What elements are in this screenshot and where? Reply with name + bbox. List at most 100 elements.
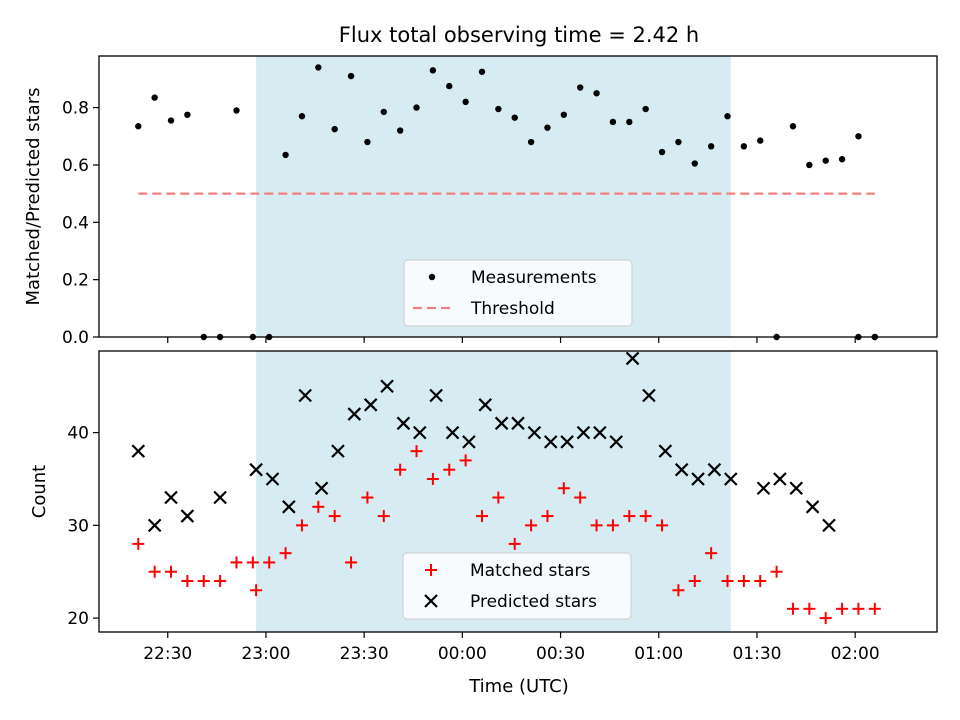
predicted-star-point [625,351,640,366]
predicted-star-mark-b [560,435,574,449]
legend-label: Threshold [470,299,555,319]
matched-star-point [754,574,767,587]
predicted-star-point [560,435,574,449]
legend-label: Predicted stars [470,592,597,612]
measurement-point [609,118,617,126]
predicted-star-point [180,509,195,523]
measurement-point [184,111,191,118]
measurement-point [642,105,649,113]
predicted-star-point [674,462,689,477]
matched-star-point [786,602,799,615]
matched-star-point [803,602,816,615]
matched-star-point [721,574,734,587]
measurement-point [298,113,306,120]
measurement-point [576,84,584,91]
predicted-star-point [265,472,280,486]
matched-star-point [672,584,685,597]
predicted-star-mark-b [511,416,525,431]
legend-label: Matched stars [470,561,590,581]
predicted-star-point [576,425,591,440]
predicted-star-mark-b [331,444,345,458]
predicted-star-point [773,472,787,486]
matched-star-point [197,574,210,587]
predicted-star-point [805,500,820,514]
measurement-point [675,138,682,146]
matched-star-point [312,500,325,513]
matched-star-point [508,537,521,550]
matched-star-point [737,574,750,587]
predicted-star-point [642,388,656,403]
x-tick-label: 01:30 [732,644,781,664]
measurement-point [658,148,666,156]
y-tick-label: 0.4 [62,213,89,233]
legend-marker-predicted-b [424,594,438,608]
bottom-panel: 20 30 40 22:30 23:00 23:30 00:00 00:30 01:00 01:3… [29,350,938,664]
measurement-point [495,105,502,113]
predicted-star-point [380,379,394,394]
predicted-star-point [494,416,509,431]
matched-star-point [345,556,358,569]
predicted-star-mark-b [593,425,607,440]
predicted-star-mark-b [380,379,394,394]
measurement-point [282,151,289,159]
predicted-star-point [756,481,771,496]
matched-star-point [361,491,374,504]
predicted-star-mark-b [131,444,146,458]
matched-star-point [250,584,263,597]
legend: Measurements Threshold [403,259,633,327]
predicted-star-point [527,425,542,440]
matched-star-point [295,519,308,532]
matched-star-point [426,472,439,485]
predicted-star-mark-b [543,435,558,449]
measurement-point [560,111,568,118]
predicted-star-mark-b [164,490,178,505]
matched-star-point [132,537,145,550]
measurement-point [446,82,453,90]
legend: Matched stars Predicted stars [402,552,632,620]
predicted-star-point [347,407,362,421]
predicted-star-point [462,435,476,449]
matched-star-point [541,510,554,523]
predicted-star-point [331,444,345,458]
predicted-star-point [164,490,178,505]
predicted-star-point [445,425,460,440]
x-tick-label: 00:00 [438,644,487,664]
measurement-point [757,137,764,144]
predicted-star-mark-b [429,388,443,403]
measurement-point [413,104,420,111]
measurement-point [167,117,175,124]
matched-star-point [377,510,390,523]
y-tick-label: 30 [67,516,89,536]
matched-star-point [443,463,456,476]
y-tick-label: 0.6 [62,156,89,176]
chart-title: Flux total observing time = 2.42 h [339,23,699,47]
matched-star-point [574,491,587,504]
predicted-star-point [363,398,378,412]
measurement-point [822,157,829,164]
predicted-star-mark-b [180,509,195,523]
x-tick-label: 02:00 [831,644,880,664]
x-tick-label: 23:00 [241,644,290,664]
predicted-star-mark-b [462,435,476,449]
predicted-star-mark-b [527,425,542,440]
predicted-star-mark-b [658,444,673,458]
matched-star-point [230,556,243,569]
predicted-star-point [723,472,738,486]
legend-box [403,259,633,327]
y-tick-label: 0.0 [62,328,89,348]
measurement-point [789,123,797,130]
top-panel: 0.0 0.2 0.4 0.6 0.8 Matched/Predicted stars Me… [23,55,938,348]
y-axis-label: Count [29,465,50,518]
measurement-point [544,124,551,131]
predicted-star-point [543,435,558,449]
predicted-star-point [511,416,525,431]
matched-star-point [279,547,292,560]
y-tick-label: 40 [67,424,89,444]
matched-star-point [410,445,423,458]
predicted-star-point [314,481,329,496]
matched-star-point [656,519,669,532]
predicted-star-mark-b [445,425,460,440]
measurement-point [527,138,535,146]
y-tick-label: 0.8 [62,99,89,119]
predicted-star-point [429,388,443,403]
